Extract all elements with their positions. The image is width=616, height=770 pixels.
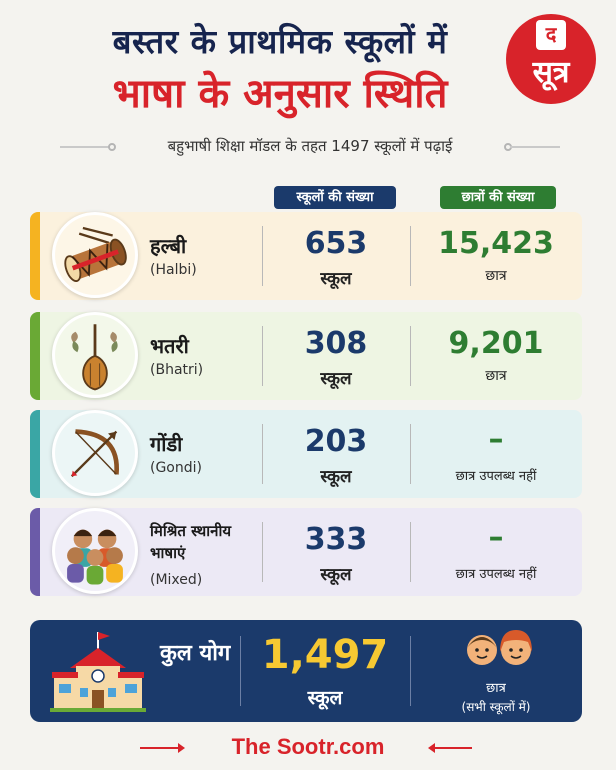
student-unit: छात्र bbox=[485, 268, 507, 284]
student-count: – bbox=[488, 520, 504, 555]
column-divider bbox=[262, 226, 263, 286]
total-students-note: (सभी स्कूलों में) bbox=[461, 700, 531, 714]
student-count: 9,201 bbox=[448, 326, 544, 361]
column-divider bbox=[262, 522, 263, 582]
language-latin: (Halbi) bbox=[150, 262, 197, 278]
footer-arrow bbox=[178, 743, 185, 753]
column-divider bbox=[262, 424, 263, 484]
footer-line bbox=[432, 747, 472, 749]
logo-word: सूत्र bbox=[532, 55, 570, 90]
divider-line bbox=[60, 146, 110, 148]
language-row-halbi: हल्बी (Halbi) 653 स्कूल 15,423 छात्र bbox=[30, 212, 582, 300]
school-building-icon bbox=[50, 628, 146, 716]
school-unit: स्कूल bbox=[320, 467, 352, 487]
language-row-bhatri: भतरी (Bhatri) 308 स्कूल 9,201 छात्र bbox=[30, 312, 582, 400]
school-count: 203 bbox=[304, 424, 368, 459]
students-column-header: छात्रों की संख्या bbox=[440, 186, 556, 209]
title-line-2: भाषा के अनुसार स्थिति bbox=[112, 71, 448, 117]
total-students-label: छात्र bbox=[486, 681, 506, 696]
student-unavailable: छात्र उपलब्ध नहीं bbox=[455, 469, 537, 484]
divider-line bbox=[510, 146, 560, 148]
column-divider bbox=[240, 636, 241, 706]
footer-line bbox=[140, 747, 180, 749]
language-name: मिश्रित स्थानीय भाषाएं bbox=[150, 522, 232, 562]
subtitle: बहुभाषी शिक्षा मॉडल के तहत 1497 स्कूलों … bbox=[167, 137, 453, 155]
language-name: भतरी bbox=[150, 334, 189, 358]
language-row-gondi: गोंडी (Gondi) 203 स्कूल – छात्र उपलब्ध न… bbox=[30, 410, 582, 498]
language-name: हल्बी bbox=[150, 234, 187, 258]
schools-column-header: स्कूलों की संख्या bbox=[274, 186, 396, 209]
student-unavailable: छात्र उपलब्ध नहीं bbox=[455, 567, 537, 582]
bow-arrow-icon bbox=[52, 410, 138, 496]
title-line-1: बस्तर के प्राथमिक स्कूलों में bbox=[112, 22, 448, 61]
language-latin: (Bhatri) bbox=[150, 362, 204, 378]
school-unit: स्कूल bbox=[320, 269, 352, 289]
column-divider bbox=[410, 636, 411, 706]
row-accent bbox=[30, 508, 40, 596]
language-latin: (Gondi) bbox=[150, 460, 202, 476]
column-divider bbox=[262, 326, 263, 386]
column-divider bbox=[410, 226, 411, 286]
school-count: 308 bbox=[304, 326, 368, 361]
instrument-icon bbox=[52, 312, 138, 398]
student-count: 15,423 bbox=[438, 226, 554, 261]
subtitle-row: बहुभाषी शिक्षा मॉडल के तहत 1497 स्कूलों … bbox=[60, 134, 560, 160]
column-divider bbox=[410, 522, 411, 582]
school-unit: स्कूल bbox=[320, 565, 352, 585]
footer-arrow bbox=[428, 743, 435, 753]
total-label: कुल योग bbox=[160, 641, 231, 666]
column-divider bbox=[410, 424, 411, 484]
total-school-count: 1,497 bbox=[261, 632, 389, 678]
school-count: 653 bbox=[304, 226, 368, 261]
student-count: – bbox=[488, 422, 504, 457]
school-count: 333 bbox=[304, 522, 368, 557]
language-row-mixed: मिश्रित स्थानीय भाषाएं (Mixed) 333 स्कूल… bbox=[30, 508, 582, 596]
row-accent bbox=[30, 212, 40, 300]
the-sootr-logo: द सूत्र bbox=[506, 14, 596, 104]
children-icon bbox=[52, 508, 138, 594]
students-icon bbox=[458, 626, 540, 672]
language-latin: (Mixed) bbox=[150, 572, 203, 588]
row-accent bbox=[30, 312, 40, 400]
footer-site: The Sootr.com bbox=[231, 734, 385, 759]
logo-mark: द bbox=[536, 20, 566, 50]
column-divider bbox=[410, 326, 411, 386]
student-unit: छात्र bbox=[485, 368, 507, 384]
drum-icon bbox=[52, 212, 138, 298]
divider-dot bbox=[108, 143, 116, 151]
footer: The Sootr.com bbox=[0, 732, 616, 762]
total-summary: कुल योग 1,497 स्कूल छात्र (सभी स्कूलों म… bbox=[30, 620, 582, 722]
language-name: गोंडी bbox=[150, 432, 183, 456]
school-unit: स्कूल bbox=[320, 369, 352, 389]
total-school-unit: स्कूल bbox=[307, 687, 343, 709]
row-accent bbox=[30, 410, 40, 498]
